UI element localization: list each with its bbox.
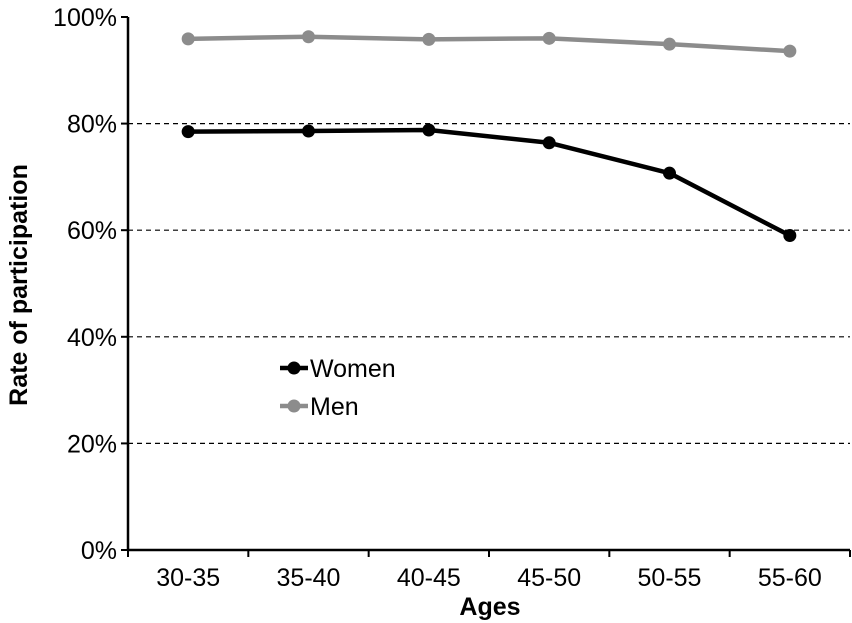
- data-point-men: [783, 44, 797, 58]
- gridlines: [128, 122, 850, 444]
- y-axis-title: Rate of participation: [5, 164, 33, 406]
- x-tick-label: 50-55: [638, 564, 702, 592]
- data-point-men: [663, 37, 676, 51]
- data-point-women: [302, 124, 315, 138]
- data-point-men: [181, 32, 195, 46]
- data-point-men: [302, 30, 315, 44]
- data-point-men: [542, 31, 556, 45]
- x-tick-labels: 30-35 35-40 40-45 45-50 50-55 55-60: [156, 564, 822, 592]
- series-line-women: [188, 127, 791, 238]
- y-tick-label: 0%: [81, 537, 117, 565]
- x-axis-title: Ages: [459, 593, 520, 621]
- y-tick-label: 20%: [67, 430, 117, 458]
- y-tick-labels: 0% 20% 40% 60% 80% 100%: [53, 4, 117, 565]
- legend-label-women: Women: [310, 355, 396, 383]
- data-point-women: [422, 123, 436, 137]
- data-point-women: [783, 229, 797, 243]
- x-tick-label: 40-45: [397, 564, 461, 592]
- series-lines: [181, 30, 797, 243]
- data-point-women: [542, 136, 556, 150]
- x-tick-label: 45-50: [517, 564, 581, 592]
- axes: [121, 16, 851, 557]
- legend-label-men: Men: [310, 393, 359, 421]
- legend-marker-women: [287, 361, 301, 375]
- y-tick-label: 60%: [67, 217, 117, 245]
- legend: Women Men: [280, 355, 396, 421]
- data-point-women: [181, 125, 195, 139]
- x-tick-label: 30-35: [156, 564, 220, 592]
- data-point-women: [663, 166, 676, 180]
- y-tick-label: 40%: [67, 324, 117, 352]
- series-line-men: [188, 34, 790, 54]
- y-tick-label: 100%: [53, 4, 117, 32]
- x-tick-label: 55-60: [758, 564, 822, 592]
- data-point-men: [422, 32, 436, 46]
- y-tick-label: 80%: [67, 111, 117, 139]
- legend-marker-men: [287, 399, 301, 413]
- x-tick-label: 35-40: [277, 564, 341, 592]
